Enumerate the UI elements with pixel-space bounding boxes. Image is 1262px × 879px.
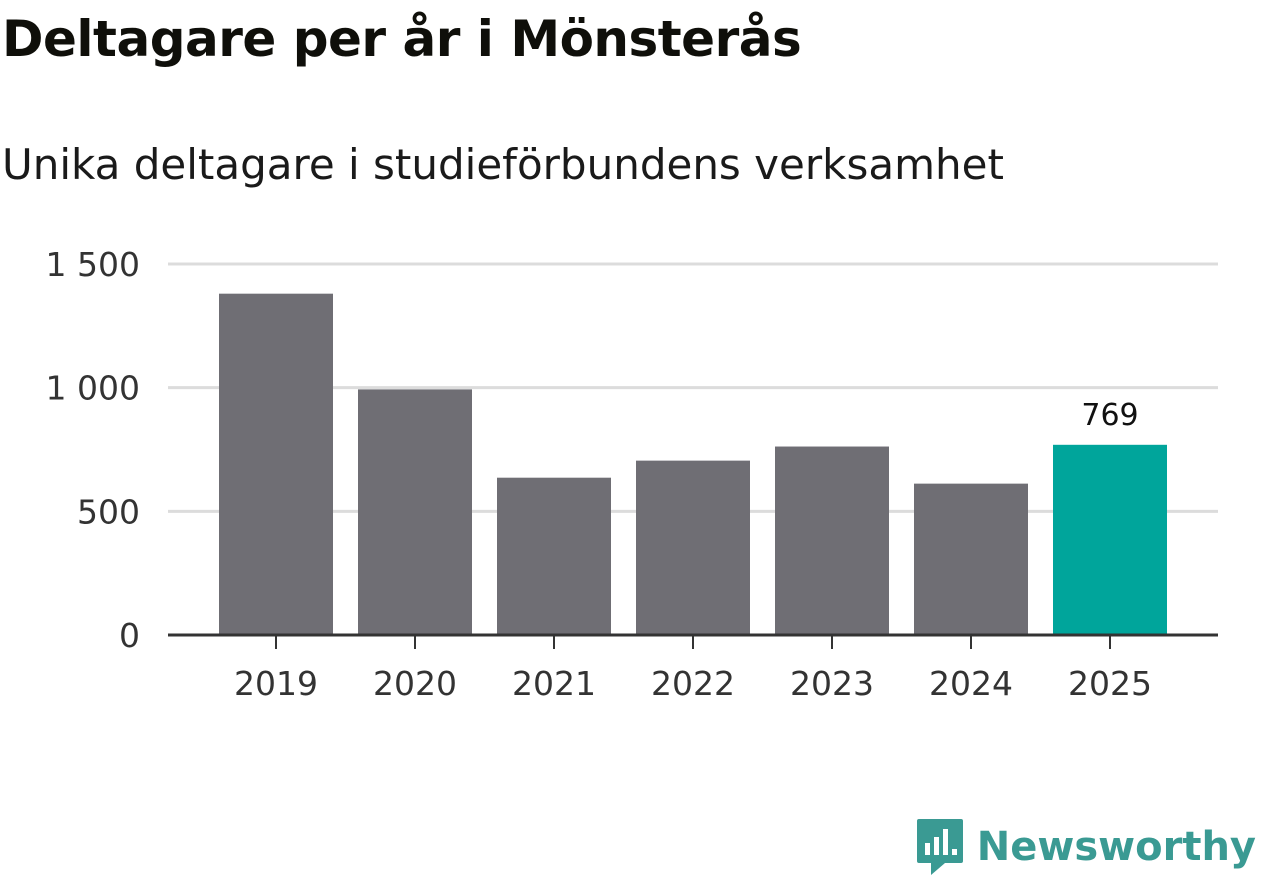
y-tick-label: 1 500 xyxy=(46,245,140,284)
bar-2024 xyxy=(914,483,1028,635)
chart-title: Deltagare per år i Mönsterås xyxy=(2,10,802,68)
bar-2020 xyxy=(358,389,472,635)
bar-2019 xyxy=(219,293,333,635)
bars xyxy=(219,293,1167,635)
bar-2022 xyxy=(636,460,750,635)
bar-2023 xyxy=(775,446,889,635)
x-tick-label: 2020 xyxy=(373,664,457,703)
x-axis xyxy=(168,633,1218,649)
x-tick-label: 2024 xyxy=(929,664,1013,703)
newsworthy-logo: Newsworthy xyxy=(915,817,1256,877)
y-tick-label: 0 xyxy=(119,616,140,655)
x-tick-label: 2022 xyxy=(651,664,735,703)
bar-2025 xyxy=(1053,444,1167,635)
brand-name: Newsworthy xyxy=(976,824,1256,870)
chart-subtitle: Unika deltagare i studieförbundens verks… xyxy=(2,140,1004,189)
x-tick-label: 2023 xyxy=(790,664,874,703)
x-tick-label: 2025 xyxy=(1068,664,1152,703)
newsworthy-logo-icon xyxy=(916,819,963,875)
bar-2021 xyxy=(497,477,611,635)
x-tick-label: 2021 xyxy=(512,664,596,703)
data-label: 769 xyxy=(1081,398,1138,433)
y-tick-label: 1 000 xyxy=(46,369,140,408)
y-tick-label: 500 xyxy=(77,492,140,531)
labels: 0 500 1 000 1 500 2019 2020 2021 2022 2023 2024 20… xyxy=(46,245,1152,703)
x-tick-label: 2019 xyxy=(234,664,318,703)
